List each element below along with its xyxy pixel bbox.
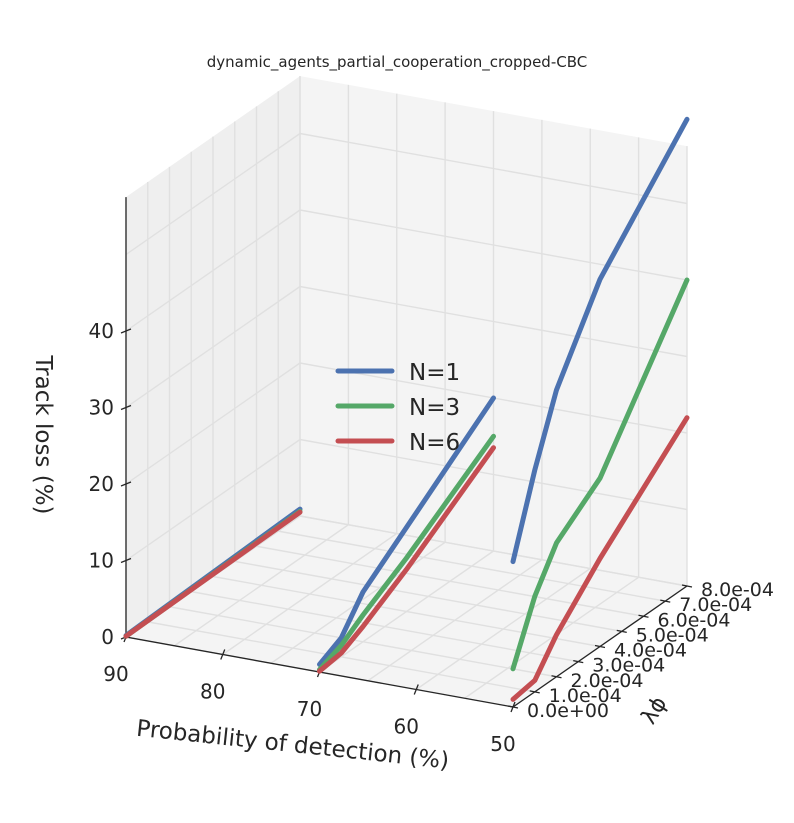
- legend: N=1 N=3 N=6: [335, 360, 460, 456]
- y-tick-label: 1.0e-04: [549, 685, 622, 707]
- y-tick-label: 5.0e-04: [636, 624, 709, 646]
- floor-grid-line: [278, 530, 666, 602]
- x-tick-label: 80: [200, 680, 225, 704]
- y-tick-label: 6.0e-04: [658, 609, 731, 631]
- z-tick-label: 30: [89, 396, 114, 420]
- y-tick-label: 3.0e-04: [592, 655, 665, 677]
- pane-layer: [126, 76, 687, 707]
- floor-grid-line: [191, 590, 579, 663]
- back-grid-line: [299, 515, 688, 587]
- z-tick-mark: [120, 481, 132, 487]
- back-grid-line: [299, 209, 688, 281]
- x-tick-label: 70: [297, 697, 322, 721]
- floor-grid-line: [212, 575, 601, 648]
- y-tick-label: 0.0e+00: [527, 700, 609, 722]
- series-layer: [123, 116, 690, 702]
- side-grid-line: [125, 362, 301, 485]
- floor-grid-line: [169, 606, 557, 678]
- legend-label-n1: N=1: [409, 360, 460, 386]
- line-pd90-n6: [123, 509, 303, 639]
- y-tick-label: 8.0e-04: [701, 579, 774, 601]
- x-tick-label: 90: [103, 662, 128, 686]
- tick-label-layer: 90 80 70 60 50 0.0e+001.0e-042.0e-043.0e-044.…: [89, 319, 774, 756]
- line-pd50-n1: [510, 116, 690, 565]
- back-grid-line: [299, 438, 688, 511]
- chart-title: dynamic_agents_partial_cooperation_cropp…: [207, 53, 587, 72]
- y-axis-label: λϕ: [637, 692, 673, 729]
- floor-grid-line: [234, 560, 622, 633]
- line-pd50-n3: [510, 277, 690, 672]
- legend-label-n6: N=6: [409, 430, 460, 456]
- z-tick-mark: [120, 328, 132, 334]
- side-grid-line: [125, 209, 301, 332]
- line-pd70-n6: [317, 445, 496, 674]
- x-tick-mark: [220, 649, 226, 660]
- z-tick-label: 40: [89, 319, 114, 343]
- floor-grid-line: [256, 545, 644, 617]
- y-tick-label: 4.0e-04: [614, 640, 687, 662]
- y-tick-label: 2.0e-04: [571, 670, 644, 692]
- floor-grid-line: [147, 621, 535, 693]
- y-tick-mark: [573, 659, 584, 664]
- z-axis-label: Track loss (%): [30, 354, 56, 514]
- z-tick-mark: [120, 557, 132, 564]
- legend-label-n3: N=3: [409, 395, 460, 421]
- line-pd50-n6: [510, 415, 690, 702]
- z-tick-label: 0: [101, 625, 114, 649]
- y-tick-mark: [529, 690, 540, 694]
- x-tick-label: 60: [394, 715, 419, 739]
- y-tick-mark: [551, 675, 562, 679]
- x-tick-mark: [413, 684, 419, 695]
- z-tick-label: 20: [89, 472, 114, 496]
- y-tick-mark: [507, 705, 519, 709]
- side-grid-line: [125, 285, 301, 409]
- line-pd70-n1: [317, 395, 496, 667]
- z-tick-label: 10: [89, 549, 114, 573]
- side-grid-line: [125, 438, 301, 562]
- y-tick-mark: [681, 584, 693, 588]
- x-tick-label: 50: [490, 732, 515, 756]
- y-tick-mark: [638, 614, 649, 618]
- z-tick-mark: [120, 404, 132, 411]
- back-grid-line: [299, 132, 688, 205]
- side-grid-line: [125, 132, 301, 256]
- y-tick-mark: [660, 599, 671, 603]
- y-tick-label: 7.0e-04: [679, 594, 752, 616]
- line-pd70-n3: [317, 433, 496, 673]
- y-tick-mark: [594, 644, 606, 649]
- back-grid-line: [299, 285, 688, 358]
- y-tick-mark: [616, 629, 627, 634]
